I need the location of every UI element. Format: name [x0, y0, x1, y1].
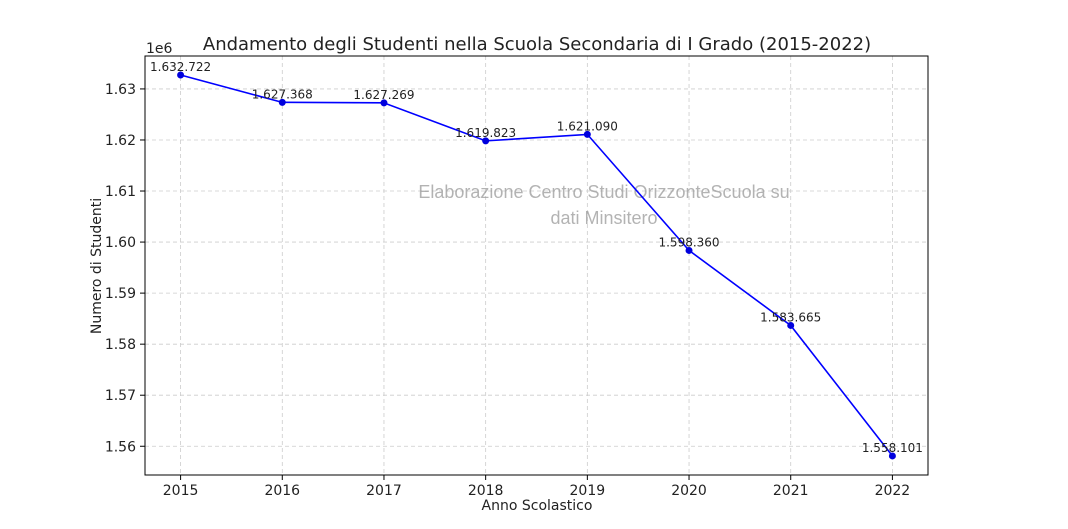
- series-line: [177, 71, 896, 460]
- plot-frame: [144, 55, 929, 476]
- data-point: [888, 452, 896, 460]
- data-labels: 1.632.722 1.627.368 1.627.269 1.619.823 1.62…: [150, 60, 923, 455]
- axes: 2015 2016 2017 2018 2019 2020 2021 2022 1.56 1.57…: [105, 55, 929, 499]
- y-tick-label: 1.63: [105, 82, 136, 98]
- data-label: 1.627.269: [353, 88, 414, 102]
- data-label: 1.619.823: [455, 126, 516, 140]
- y-tick-label: 1.56: [105, 439, 136, 455]
- y-axis-label: Numero di Studenti: [89, 198, 105, 334]
- x-tick-label: 2016: [264, 483, 300, 499]
- data-label: 1.558.101: [862, 441, 923, 455]
- y-tick-label: 1.57: [105, 388, 136, 404]
- data-label: 1.632.722: [150, 60, 211, 74]
- data-point: [685, 246, 693, 254]
- x-axis-label: Anno Scolastico: [482, 498, 593, 514]
- x-tick-label: 2022: [875, 483, 911, 499]
- watermark: Elaborazione Centro Studi OrizzonteScuol…: [418, 182, 789, 228]
- data-label: 1.627.368: [252, 87, 313, 101]
- x-tick-label: 2019: [570, 483, 606, 499]
- data-label: 1.621.090: [557, 119, 618, 133]
- x-tick-label: 2018: [468, 483, 504, 499]
- grid-layer: [145, 56, 928, 475]
- data-label: 1.583.665: [760, 310, 821, 324]
- x-tick-label: 2015: [163, 483, 199, 499]
- x-tick-label: 2021: [773, 483, 809, 499]
- data-point: [380, 99, 388, 107]
- data-label: 1.598.360: [658, 235, 719, 249]
- y-tick-label: 1.61: [105, 184, 136, 200]
- data-point: [177, 71, 185, 79]
- y-tick-label: 1.59: [105, 286, 136, 302]
- y-tick-label: 1.58: [105, 337, 136, 353]
- data-point: [583, 130, 591, 138]
- x-tick-label: 2020: [671, 483, 707, 499]
- data-point: [278, 98, 286, 106]
- data-point: [482, 137, 490, 145]
- data-point: [787, 321, 795, 329]
- y-offset-label: 1e6: [146, 41, 173, 57]
- x-tick-label: 2017: [366, 483, 402, 499]
- watermark-line-1: Elaborazione Centro Studi OrizzonteScuol…: [418, 182, 789, 202]
- watermark-line-2: dati Minsitero: [550, 208, 657, 228]
- series-polyline: [180, 74, 894, 457]
- y-tick-label: 1.62: [105, 133, 136, 149]
- y-tick-label: 1.60: [105, 235, 136, 251]
- chart-title: Andamento degli Studenti nella Scuola Se…: [203, 34, 871, 55]
